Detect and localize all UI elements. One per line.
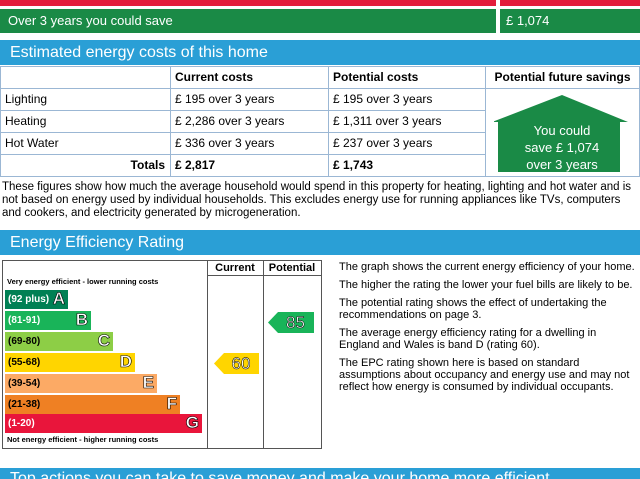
house-text: You could save £ 1,074 over 3 years xyxy=(494,122,630,173)
column-header: Current xyxy=(215,262,255,274)
paragraph: The EPC rating shown here is based on st… xyxy=(339,357,630,393)
paragraph: The higher the rating the lower your fue… xyxy=(339,279,633,291)
paragraph: The potential rating shows the effect of… xyxy=(339,297,607,321)
savings-label: Over 3 years you could save xyxy=(0,9,496,33)
costs-note: These figures show how much the average … xyxy=(2,181,632,219)
band-letter: B xyxy=(75,310,88,330)
band: (55-68) D xyxy=(5,352,135,372)
band-range: (69-80) xyxy=(8,336,41,347)
band-range: (39-54) xyxy=(8,378,41,389)
savings-value: £ 1,074 xyxy=(500,9,640,33)
rating-text: The graph shows the current energy effic… xyxy=(339,261,638,399)
paragraph: The average energy efficiency rating for… xyxy=(339,327,597,351)
potential-arrow xyxy=(268,312,314,333)
arrow-shape xyxy=(268,312,314,333)
current-arrow xyxy=(214,353,259,374)
potential-rating: 85 xyxy=(286,313,305,333)
band-range: (55-68) xyxy=(8,357,41,368)
table-header: Current costs xyxy=(170,66,329,89)
band-range: (81-91) xyxy=(8,315,41,326)
table-header: Potential costs xyxy=(328,66,486,89)
table-cell: £ 1,311 over 3 years xyxy=(328,110,486,133)
column-line xyxy=(207,260,208,449)
column-header: Potential xyxy=(268,262,316,274)
band-range: (1-20) xyxy=(8,418,35,429)
cost-row xyxy=(500,0,640,6)
band-letter: A xyxy=(52,289,65,309)
house-line: You could xyxy=(533,123,591,138)
arrow-shape xyxy=(214,353,259,374)
paragraph: The graph shows the current energy effic… xyxy=(339,261,635,273)
table-cell: £ 237 over 3 years xyxy=(328,132,486,155)
table-cell: Lighting xyxy=(0,88,171,111)
house-icon xyxy=(494,95,628,172)
section-header: Energy Efficiency Rating xyxy=(0,230,640,255)
cost-row xyxy=(0,0,496,6)
totals-current: £ 2,817 xyxy=(170,154,329,177)
rating-chart xyxy=(2,260,322,449)
table-cell xyxy=(0,66,171,89)
band-letter: E xyxy=(142,373,154,393)
column-line xyxy=(207,275,322,276)
band-letter: G xyxy=(185,413,199,433)
table-cell: Heating xyxy=(0,110,171,133)
top-note: Very energy efficient - lower running co… xyxy=(7,277,159,286)
band: (81-91) B xyxy=(5,310,91,330)
band-letter: C xyxy=(97,331,110,351)
house-line: over 3 years xyxy=(526,157,598,172)
table-cell: £ 195 over 3 years xyxy=(170,88,329,111)
band: (69-80) C xyxy=(5,331,113,351)
band-letter: D xyxy=(119,352,132,372)
band-letter: F xyxy=(166,394,177,414)
band: (92 plus) A xyxy=(5,289,68,309)
band-range: (21-38) xyxy=(8,399,41,410)
section-header: Top actions you can take to save money a… xyxy=(0,468,640,479)
house-line: save £ 1,074 xyxy=(524,140,600,155)
totals-potential: £ 1,743 xyxy=(328,154,486,177)
band-range: (92 plus) xyxy=(8,294,50,305)
table-header: Potential future savings xyxy=(485,66,640,89)
band: (1-20) G xyxy=(5,413,202,433)
current-rating: 60 xyxy=(231,354,251,374)
band: (39-54) E xyxy=(5,373,157,393)
bottom-note: Not energy efficient - higher running co… xyxy=(7,435,159,444)
column-line xyxy=(263,260,264,449)
table-cell: Hot Water xyxy=(0,132,171,155)
totals-label: Totals xyxy=(0,154,171,177)
house-shape xyxy=(494,95,628,172)
table-cell: £ 336 over 3 years xyxy=(170,132,329,155)
table-cell: £ 195 over 3 years xyxy=(328,88,486,111)
table-cell: £ 2,286 over 3 years xyxy=(170,110,329,133)
section-header: Estimated energy costs of this home xyxy=(0,40,640,65)
band: (21-38) F xyxy=(5,394,180,414)
